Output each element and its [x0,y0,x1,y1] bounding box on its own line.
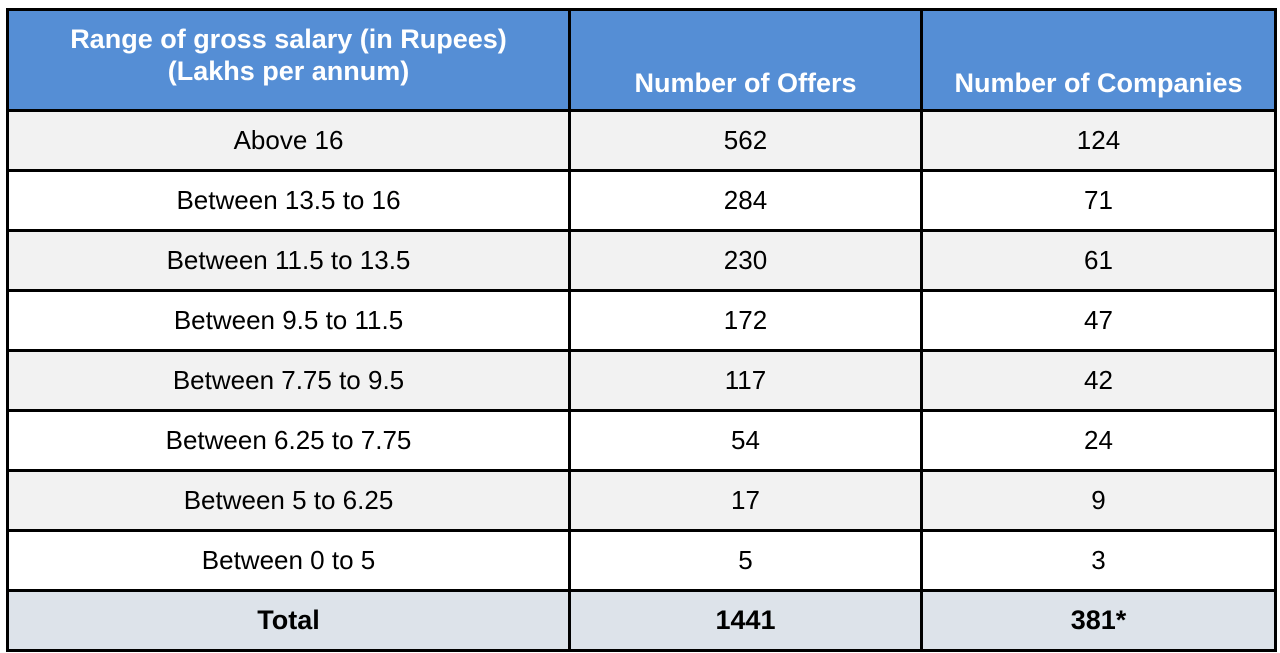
header-row: Range of gross salary (in Rupees) (Lakhs… [6,8,1277,112]
table-row: Between 5 to 6.25 17 9 [6,469,1277,532]
table-row: Between 7.75 to 9.5 117 42 [6,349,1277,412]
cell-range: Between 7.75 to 9.5 [6,349,571,412]
cell-range: Between 11.5 to 13.5 [6,229,571,292]
header-number-of-companies: Number of Companies [920,8,1277,112]
salary-offers-table: Range of gross salary (in Rupees) (Lakhs… [6,8,1277,652]
table-footer: Total 1441 381* [6,589,1277,652]
cell-offers: 562 [568,109,923,172]
table-row: Between 0 to 5 5 3 [6,529,1277,592]
cell-companies: 47 [920,289,1277,352]
cell-companies: 42 [920,349,1277,412]
cell-range: Above 16 [6,109,571,172]
cell-offers: 284 [568,169,923,232]
cell-companies: 24 [920,409,1277,472]
table-row: Between 11.5 to 13.5 230 61 [6,229,1277,292]
cell-offers: 230 [568,229,923,292]
cell-range: Between 13.5 to 16 [6,169,571,232]
header-salary-range: Range of gross salary (in Rupees) (Lakhs… [6,8,571,112]
cell-offers: 54 [568,409,923,472]
header-salary-range-line1: Range of gross salary (in Rupees) [70,24,507,54]
table-row: Between 6.25 to 7.75 54 24 [6,409,1277,472]
total-label: Total [6,589,571,652]
table-body: Above 16 562 124 Between 13.5 to 16 284 … [6,109,1277,592]
cell-offers: 172 [568,289,923,352]
table-row: Between 13.5 to 16 284 71 [6,169,1277,232]
cell-range: Between 6.25 to 7.75 [6,409,571,472]
cell-offers: 5 [568,529,923,592]
table-header: Range of gross salary (in Rupees) (Lakhs… [6,8,1277,112]
cell-companies: 71 [920,169,1277,232]
total-row: Total 1441 381* [6,589,1277,652]
table-row: Above 16 562 124 [6,109,1277,172]
header-number-of-offers: Number of Offers [568,8,923,112]
cell-offers: 17 [568,469,923,532]
cell-range: Between 5 to 6.25 [6,469,571,532]
cell-companies: 124 [920,109,1277,172]
cell-offers: 117 [568,349,923,412]
cell-companies: 3 [920,529,1277,592]
header-salary-range-line2: (Lakhs per annum) [167,56,410,86]
table-row: Between 9.5 to 11.5 172 47 [6,289,1277,352]
cell-range: Between 9.5 to 11.5 [6,289,571,352]
cell-companies: 61 [920,229,1277,292]
total-companies: 381* [920,589,1277,652]
cell-companies: 9 [920,469,1277,532]
cell-range: Between 0 to 5 [6,529,571,592]
total-offers: 1441 [568,589,923,652]
